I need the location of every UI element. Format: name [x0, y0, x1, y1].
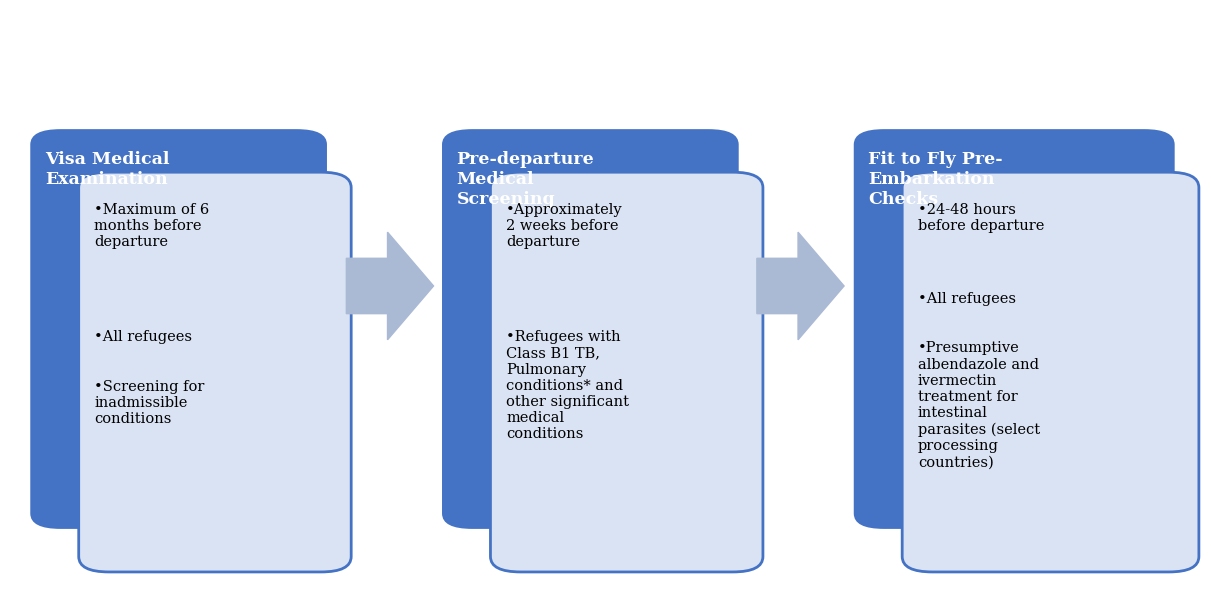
Text: Pre-departure
Medical
Screening: Pre-departure Medical Screening	[457, 151, 595, 208]
Text: •Presumptive
albendazole and
ivermectin
treatment for
intestinal
parasites (sele: •Presumptive albendazole and ivermectin …	[918, 341, 1040, 469]
Text: Visa Medical
Examination: Visa Medical Examination	[45, 151, 170, 188]
FancyBboxPatch shape	[30, 129, 327, 529]
Text: •24-48 hours
before departure: •24-48 hours before departure	[918, 203, 1044, 233]
FancyBboxPatch shape	[902, 172, 1199, 572]
FancyBboxPatch shape	[490, 172, 763, 572]
Text: •Refugees with
Class B1 TB,
Pulmonary
conditions* and
other significant
medical
: •Refugees with Class B1 TB, Pulmonary co…	[506, 330, 630, 442]
FancyBboxPatch shape	[442, 129, 739, 529]
Text: •Approximately
2 weeks before
departure: •Approximately 2 weeks before departure	[506, 203, 622, 249]
Text: Fit to Fly Pre-
Embarkation
Checks: Fit to Fly Pre- Embarkation Checks	[868, 151, 1003, 208]
Text: •All refugees: •All refugees	[918, 292, 1016, 306]
Text: •Maximum of 6
months before
departure: •Maximum of 6 months before departure	[94, 203, 210, 249]
Polygon shape	[757, 232, 844, 339]
FancyBboxPatch shape	[79, 172, 351, 572]
Text: •Screening for
inadmissible
conditions: •Screening for inadmissible conditions	[94, 380, 205, 426]
FancyBboxPatch shape	[854, 129, 1175, 529]
Polygon shape	[346, 232, 434, 339]
Text: •All refugees: •All refugees	[94, 330, 193, 344]
